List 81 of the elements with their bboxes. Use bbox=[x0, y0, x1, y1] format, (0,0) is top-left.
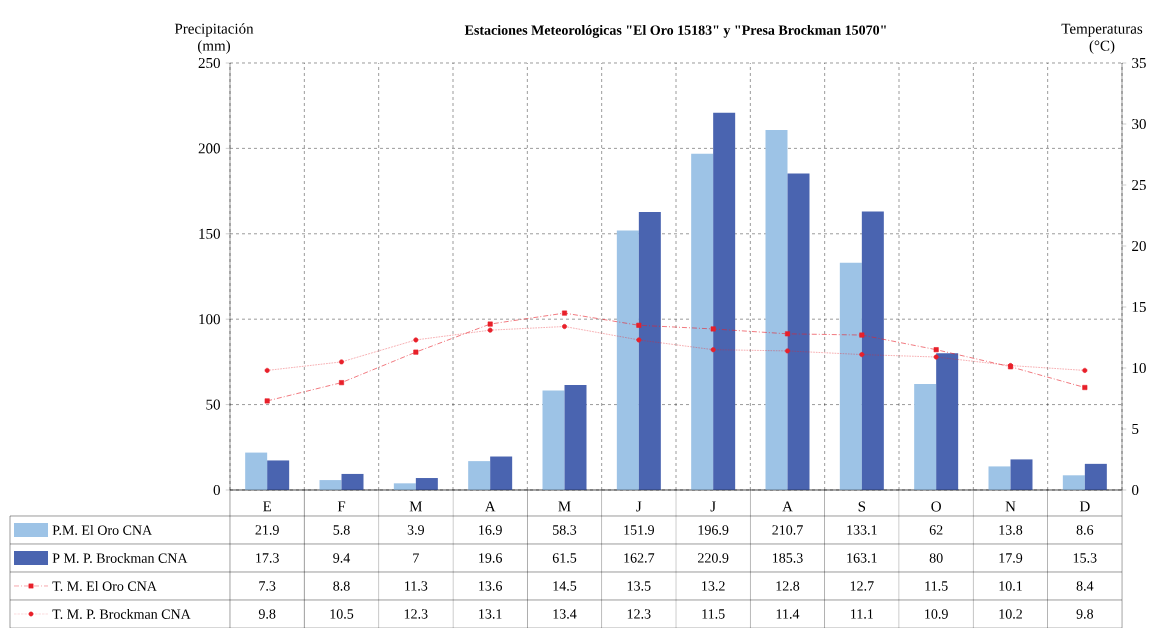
data-label: 5.8 bbox=[333, 525, 350, 535]
x-tick-label: E bbox=[263, 501, 271, 512]
y2-tick-label: 35 bbox=[1132, 57, 1146, 69]
data-label: 11.5 bbox=[702, 609, 725, 619]
data-label: 220.9 bbox=[698, 553, 729, 563]
data-label: 13.1 bbox=[479, 609, 502, 619]
x-tick-label: O bbox=[931, 501, 941, 512]
x-tick-label: A bbox=[484, 501, 496, 512]
data-label: 7 bbox=[413, 553, 419, 563]
data-label: 15.3 bbox=[1073, 553, 1097, 563]
data-label: 12.8 bbox=[776, 581, 800, 591]
data-label: 61.5 bbox=[552, 553, 577, 563]
x-tick-label: M bbox=[558, 501, 571, 512]
x-tick-label: N bbox=[1005, 501, 1016, 512]
data-label: 210.7 bbox=[772, 525, 803, 535]
chart-title: Estaciones Meteorológicas "El Oro 15183" y "Presa Brockman 15070" bbox=[464, 24, 886, 38]
data-label: 11.5 bbox=[925, 581, 948, 591]
data-label: 13.6 bbox=[479, 581, 503, 591]
x-tick-label: S bbox=[858, 501, 866, 512]
data-label: 16.9 bbox=[479, 525, 502, 535]
x-tick-label: D bbox=[1079, 501, 1090, 512]
y-tick-label: 50 bbox=[206, 399, 220, 410]
data-label: 13.5 bbox=[627, 581, 651, 591]
x-tick-label: J bbox=[710, 501, 716, 512]
y-tick-label: 100 bbox=[199, 314, 220, 325]
data-label: 58.3 bbox=[553, 525, 577, 535]
data-label: 62 bbox=[929, 525, 943, 535]
data-label: 19.6 bbox=[479, 553, 503, 563]
data-label: 8.4 bbox=[1076, 581, 1094, 591]
data-label: 9.8 bbox=[1076, 609, 1094, 619]
data-label: 7.3 bbox=[259, 581, 276, 591]
y2-tick-label: 15 bbox=[1132, 301, 1146, 313]
data-label: 133.1 bbox=[847, 525, 877, 535]
legend-label: T. M. P. Brockman CNA bbox=[52, 609, 191, 619]
data-label: 10.2 bbox=[999, 609, 1022, 619]
data-label: 13.8 bbox=[999, 525, 1023, 535]
data-label: 9.8 bbox=[258, 609, 276, 619]
y-axis-title: Precipitación (mm) bbox=[174, 23, 254, 54]
y2-tick-label: 25 bbox=[1132, 179, 1146, 191]
data-label: 10.9 bbox=[925, 609, 948, 619]
data-label: 162.7 bbox=[624, 553, 655, 563]
data-label: 8.8 bbox=[333, 581, 350, 591]
y2-tick-label: 5 bbox=[1132, 424, 1139, 434]
data-label: 17.9 bbox=[999, 553, 1023, 563]
y2-tick-label: 30 bbox=[1132, 118, 1146, 130]
data-label: 163.1 bbox=[847, 553, 877, 563]
y2-axis-title: Temperaturas (°C) bbox=[1061, 23, 1143, 54]
data-label: 11.4 bbox=[776, 609, 800, 619]
y-tick-label: 0 bbox=[213, 484, 220, 496]
y2-tick-label: 0 bbox=[1132, 484, 1139, 496]
data-label: 12.3 bbox=[404, 609, 428, 619]
data-label: 17.3 bbox=[256, 553, 279, 563]
y2-tick-label: 10 bbox=[1132, 362, 1146, 374]
y-tick-label: 150 bbox=[199, 228, 220, 239]
y-tick-label: 200 bbox=[198, 143, 220, 154]
legend-label: P.M. El Oro CNA bbox=[52, 525, 153, 535]
data-label: 196.9 bbox=[698, 525, 729, 535]
data-label: 151.9 bbox=[624, 525, 655, 535]
data-label: 185.3 bbox=[772, 553, 803, 563]
y2-tick-label: 20 bbox=[1132, 240, 1146, 252]
data-label: 80 bbox=[929, 553, 943, 563]
data-label: 12.3 bbox=[627, 609, 651, 619]
data-label: 8.6 bbox=[1076, 525, 1094, 535]
x-tick-label: J bbox=[636, 501, 642, 512]
legend-label: P M. P. Brockman CNA bbox=[52, 553, 188, 563]
data-label: 13.2 bbox=[702, 581, 725, 591]
x-tick-label: F bbox=[337, 501, 346, 512]
data-label: 10.5 bbox=[330, 609, 354, 619]
data-label: 14.5 bbox=[553, 581, 577, 591]
data-label: 12.7 bbox=[850, 581, 874, 591]
x-tick-label: M bbox=[409, 501, 423, 512]
x-tick-label: A bbox=[782, 501, 793, 512]
data-label: 21.9 bbox=[255, 525, 279, 535]
legend-label: T. M. El Oro CNA bbox=[52, 581, 157, 591]
y-tick-label: 250 bbox=[198, 57, 220, 69]
data-label: 13.4 bbox=[553, 609, 577, 619]
data-label: 3.9 bbox=[407, 525, 425, 535]
data-label: 9.4 bbox=[333, 553, 351, 563]
data-label: 11.1 bbox=[851, 609, 873, 619]
data-label: 10.1 bbox=[999, 581, 1022, 591]
data-label: 11.3 bbox=[405, 581, 428, 591]
